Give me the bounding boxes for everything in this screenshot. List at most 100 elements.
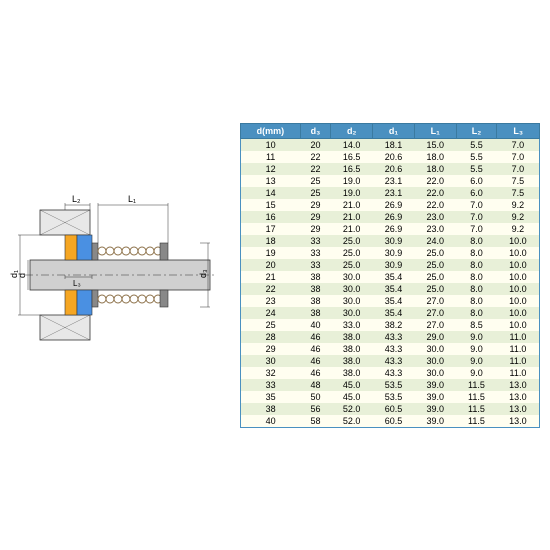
table-cell: 56 xyxy=(300,403,331,415)
table-cell: 26.9 xyxy=(373,199,415,211)
table-cell: 17 xyxy=(241,223,301,235)
table-cell: 19 xyxy=(241,247,301,259)
table-cell: 27.0 xyxy=(414,319,456,331)
table-cell: 40 xyxy=(241,415,301,428)
table-cell: 8.0 xyxy=(456,295,497,307)
table-cell: 25.0 xyxy=(414,283,456,295)
table-cell: 11.5 xyxy=(456,391,497,403)
label-L1: L₁ xyxy=(128,194,136,204)
table-row: 334845.053.539.011.513.0 xyxy=(241,379,540,391)
table-cell: 38 xyxy=(241,403,301,415)
table-cell: 8.0 xyxy=(456,247,497,259)
table-cell: 18 xyxy=(241,235,301,247)
col-header: L₃ xyxy=(497,123,540,138)
label-L3: L₃ xyxy=(73,279,81,288)
table-cell: 25 xyxy=(300,187,331,199)
table-cell: 13.0 xyxy=(497,415,540,428)
table-cell: 9.0 xyxy=(456,355,497,367)
table-cell: 27.0 xyxy=(414,307,456,319)
table-cell: 10.0 xyxy=(497,319,540,331)
table-row: 162921.026.923.07.09.2 xyxy=(241,211,540,223)
table-row: 385652.060.539.011.513.0 xyxy=(241,403,540,415)
table-cell: 22.0 xyxy=(414,199,456,211)
table-cell: 39.0 xyxy=(414,379,456,391)
table-cell: 29 xyxy=(241,343,301,355)
table-row: 122216.520.618.05.57.0 xyxy=(241,163,540,175)
table-cell: 50 xyxy=(300,391,331,403)
table-cell: 20 xyxy=(241,259,301,271)
table-cell: 30.0 xyxy=(414,355,456,367)
table-cell: 10.0 xyxy=(497,247,540,259)
table-cell: 10.0 xyxy=(497,307,540,319)
table-cell: 5.5 xyxy=(456,138,497,151)
table-cell: 18.0 xyxy=(414,151,456,163)
table-cell: 29 xyxy=(300,199,331,211)
table-row: 324638.043.330.09.011.0 xyxy=(241,367,540,379)
table-cell: 33 xyxy=(300,235,331,247)
table-cell: 29 xyxy=(300,223,331,235)
table-row: 112216.520.618.05.57.0 xyxy=(241,151,540,163)
table-cell: 29.0 xyxy=(414,331,456,343)
table-cell: 11.0 xyxy=(497,355,540,367)
table-cell: 9.0 xyxy=(456,343,497,355)
table-cell: 23.0 xyxy=(414,211,456,223)
col-header: d₃ xyxy=(300,123,331,138)
table-cell: 11.0 xyxy=(497,331,540,343)
table-row: 405852.060.539.011.513.0 xyxy=(241,415,540,428)
table-cell: 10.0 xyxy=(497,235,540,247)
table-cell: 32 xyxy=(241,367,301,379)
table-row: 355045.053.539.011.513.0 xyxy=(241,391,540,403)
table-cell: 21.0 xyxy=(331,211,373,223)
table-cell: 9.2 xyxy=(497,211,540,223)
table-cell: 29 xyxy=(300,211,331,223)
table-cell: 11.5 xyxy=(456,379,497,391)
table-cell: 25 xyxy=(241,319,301,331)
table-cell: 23.1 xyxy=(373,187,415,199)
table-cell: 10.0 xyxy=(497,295,540,307)
table-cell: 39.0 xyxy=(414,415,456,428)
table-cell: 27.0 xyxy=(414,295,456,307)
table-cell: 46 xyxy=(300,331,331,343)
table-cell: 13.0 xyxy=(497,403,540,415)
table-row: 284638.043.329.09.011.0 xyxy=(241,331,540,343)
table-cell: 15 xyxy=(241,199,301,211)
table-cell: 38.0 xyxy=(331,331,373,343)
table-cell: 13 xyxy=(241,175,301,187)
table-cell: 26.9 xyxy=(373,223,415,235)
table-cell: 23 xyxy=(241,295,301,307)
table-row: 203325.030.925.08.010.0 xyxy=(241,259,540,271)
table-cell: 19.0 xyxy=(331,175,373,187)
table-cell: 8.5 xyxy=(456,319,497,331)
table-cell: 25.0 xyxy=(414,259,456,271)
table-cell: 30.0 xyxy=(414,343,456,355)
table-cell: 18.1 xyxy=(373,138,415,151)
table-cell: 20.6 xyxy=(373,151,415,163)
table-cell: 35.4 xyxy=(373,283,415,295)
table-cell: 6.0 xyxy=(456,175,497,187)
table-cell: 39.0 xyxy=(414,403,456,415)
table-cell: 52.0 xyxy=(331,403,373,415)
table-cell: 5.5 xyxy=(456,151,497,163)
table-row: 304638.043.330.09.011.0 xyxy=(241,355,540,367)
table-cell: 45.0 xyxy=(331,391,373,403)
table-cell: 45.0 xyxy=(331,379,373,391)
table-cell: 40 xyxy=(300,319,331,331)
table-cell: 33.0 xyxy=(331,319,373,331)
table-cell: 7.0 xyxy=(456,223,497,235)
table-cell: 7.0 xyxy=(497,151,540,163)
table-row: 294638.043.330.09.011.0 xyxy=(241,343,540,355)
table-cell: 22.0 xyxy=(414,187,456,199)
table-row: 213830.035.425.08.010.0 xyxy=(241,271,540,283)
table-cell: 43.3 xyxy=(373,367,415,379)
table-cell: 25 xyxy=(300,175,331,187)
table-cell: 6.0 xyxy=(456,187,497,199)
table-cell: 14 xyxy=(241,187,301,199)
table-cell: 12 xyxy=(241,163,301,175)
table-cell: 22 xyxy=(241,283,301,295)
table-cell: 5.5 xyxy=(456,163,497,175)
table-cell: 43.3 xyxy=(373,331,415,343)
table-cell: 39.0 xyxy=(414,391,456,403)
table-cell: 21.0 xyxy=(331,223,373,235)
table-cell: 9.2 xyxy=(497,199,540,211)
table-cell: 21 xyxy=(241,271,301,283)
